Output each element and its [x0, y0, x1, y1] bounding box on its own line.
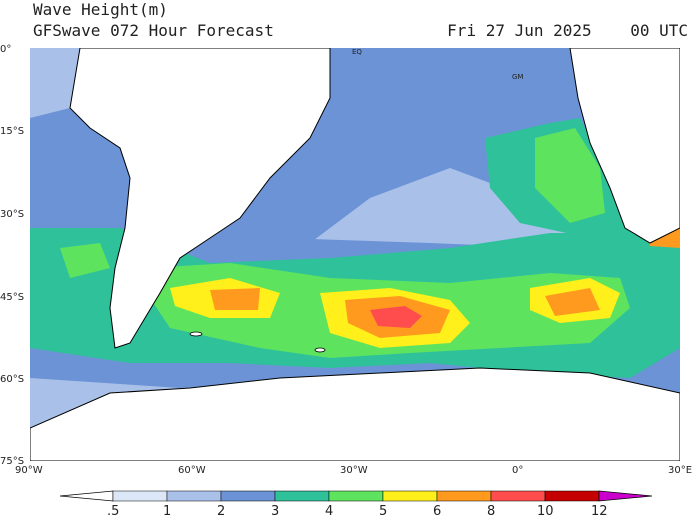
colorbar-tick-6: 6 — [433, 504, 442, 519]
colorbar-tick-4: 4 — [325, 504, 334, 519]
wave-height-map: EQ GM — [30, 48, 680, 461]
greenwich-meridian-label: GM — [512, 73, 523, 81]
equator-label: EQ — [352, 48, 362, 56]
falkland-islands — [189, 331, 203, 337]
lat-label-75s: 75°S — [0, 456, 25, 467]
lon-label-30w: 30°W — [340, 465, 368, 476]
band-6-8m — [210, 288, 260, 310]
lon-label-0: 0° — [512, 465, 524, 476]
africa-land — [569, 48, 680, 244]
forecast-time: Fri 27 Jun 2025 00 UTC — [447, 21, 688, 40]
lon-label-60w: 60°W — [178, 465, 206, 476]
colorbar-tick-2: 2 — [217, 504, 226, 519]
wave-height-colorbar — [59, 490, 653, 502]
colorbar-tick-8: 10 — [537, 504, 554, 519]
map-title: Wave Height(m) — [33, 0, 168, 19]
band-8-10m — [370, 306, 422, 328]
lat-label-15s: 15°S — [0, 126, 25, 137]
colorbar-tick-0: .5 — [107, 504, 120, 519]
antarctica-land — [30, 367, 680, 461]
south-america-land — [69, 48, 331, 349]
colorbar-tick-1: 1 — [163, 504, 172, 519]
colorbar-tick-9: 12 — [591, 504, 608, 519]
lat-label-0: 0° — [0, 44, 12, 55]
lat-label-45s: 45°S — [0, 292, 25, 303]
lon-label-30e: 30°E — [668, 465, 693, 476]
south-georgia-island — [314, 347, 326, 353]
lat-label-30s: 30°S — [0, 209, 25, 220]
colorbar-high-end — [598, 490, 653, 502]
colorbar-tick-3: 3 — [271, 504, 280, 519]
colorbar-low-end — [59, 490, 114, 502]
lat-label-60s: 60°S — [0, 374, 25, 385]
colorbar-tick-5: 5 — [379, 504, 388, 519]
map-subtitle: GFSwave 072 Hour Forecast — [33, 21, 274, 40]
colorbar-tick-7: 8 — [487, 504, 496, 519]
lon-label-90w: 90°W — [15, 465, 43, 476]
